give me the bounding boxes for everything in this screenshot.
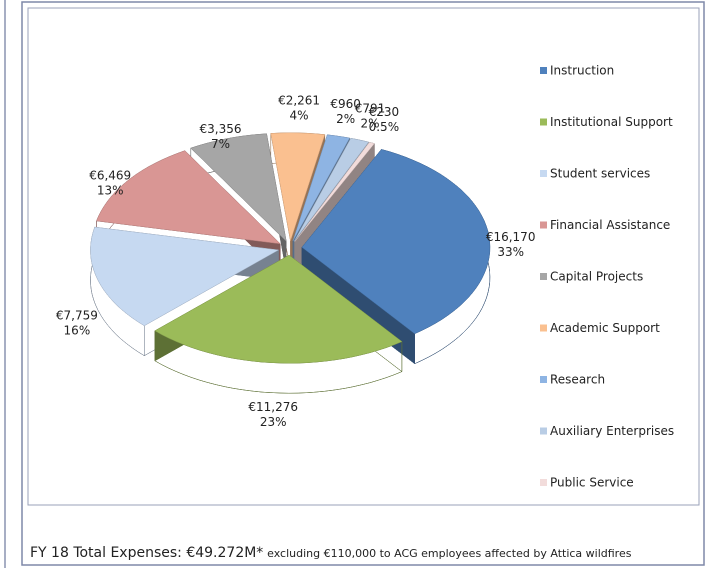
slice	[294, 142, 375, 242]
slice	[96, 150, 281, 245]
footnote: FY 18 Total Expenses: €49.272M* excludin…	[30, 545, 632, 561]
slice	[154, 254, 403, 364]
data-label: €3,356 7%	[200, 122, 242, 151]
legend-label: Financial Assistance	[550, 218, 670, 232]
percent-label: 2%	[361, 117, 380, 131]
slice	[301, 149, 491, 334]
data-label: €7,759 16%	[56, 308, 98, 337]
data-label: €11,276 23%	[248, 400, 298, 429]
data-label: €2,261 4%	[278, 93, 320, 122]
data-label: €230 0.5%	[369, 105, 400, 134]
legend-swatch	[540, 427, 547, 435]
legend-swatch	[540, 376, 547, 383]
percent-label: 16%	[64, 323, 91, 337]
legend-swatch	[540, 479, 547, 486]
slice	[270, 132, 326, 241]
percent-label: 23%	[260, 415, 287, 429]
data-label: €791 2%	[355, 102, 386, 131]
percent-label: 7%	[211, 137, 230, 151]
legend-label: Student services	[550, 167, 650, 181]
legend-label: Research	[550, 373, 605, 387]
value-label: €16,170	[486, 230, 536, 244]
legend-swatch	[540, 221, 547, 229]
legend-label: Institutional Support	[550, 115, 673, 129]
legend-swatch	[540, 170, 547, 177]
value-label: €3,356	[200, 122, 242, 136]
legend-label: Instruction	[550, 64, 614, 78]
value-label: €7,759	[56, 308, 98, 322]
legend-swatch	[540, 67, 547, 74]
value-label: €960	[330, 97, 361, 111]
slice	[292, 134, 350, 242]
chart-frame	[27, 7, 700, 506]
outer-frame	[21, 1, 705, 566]
slice	[190, 133, 287, 242]
data-label: €16,170 33%	[486, 230, 536, 259]
legend-swatch	[540, 324, 547, 332]
legend-swatch	[540, 118, 547, 126]
data-label: €960 2%	[330, 97, 361, 126]
footnote-main: FY 18 Total Expenses: €49.272M*	[30, 545, 263, 561]
legend-swatch	[540, 273, 547, 280]
value-label: €230	[369, 105, 400, 119]
percent-label: 4%	[290, 108, 309, 122]
percent-label: 2%	[336, 112, 355, 126]
value-label: €6,469	[89, 168, 131, 182]
value-label: €791	[355, 102, 386, 116]
value-label: €11,276	[248, 400, 298, 414]
slice	[90, 226, 280, 326]
footnote-detail: excluding €110,000 to ACG employees affe…	[267, 547, 632, 560]
data-label: €6,469 13%	[89, 168, 131, 197]
legend-label: Public Service	[550, 476, 634, 490]
legend-label: Capital Projects	[550, 270, 643, 284]
slice	[293, 138, 370, 242]
percent-label: 33%	[497, 245, 524, 259]
percent-label: 13%	[97, 183, 124, 197]
value-label: €2,261	[278, 93, 320, 107]
legend-label: Auxiliary Enterprises	[550, 424, 674, 438]
legend-label: Academic Support	[550, 321, 660, 335]
percent-label: 0.5%	[369, 120, 400, 134]
